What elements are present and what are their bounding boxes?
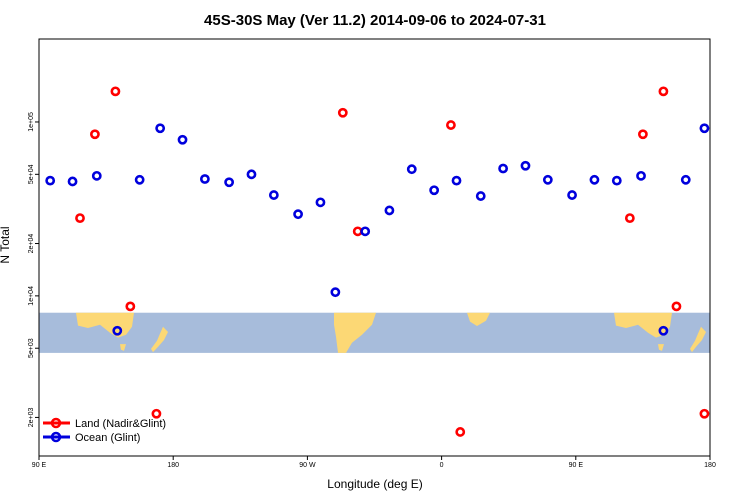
ocean-point — [224, 177, 235, 188]
australia-land-repeat — [614, 312, 672, 338]
land-point — [125, 301, 136, 312]
land-point — [638, 129, 648, 140]
ocean-point — [658, 325, 669, 336]
y-tick-label: 5e+04 — [28, 164, 35, 184]
legend: Land (Nadir&Glint) Ocean (Glint) — [43, 417, 166, 444]
ocean-point — [384, 205, 395, 216]
ocean-point — [567, 190, 577, 200]
land-point — [624, 213, 635, 224]
y-axis: 2e+03 5e+03 1e+04 2e+04 5e+04 1e+05 — [28, 112, 39, 427]
ocean-point — [315, 197, 326, 208]
ocean-point — [293, 209, 303, 220]
y-axis-label: N Total — [0, 226, 12, 263]
land-point — [671, 301, 682, 312]
new-zealand-land — [151, 326, 168, 353]
legend-land-label: Land (Nadir&Glint) — [75, 418, 166, 430]
land-point — [658, 86, 669, 97]
land-point — [90, 129, 100, 140]
ocean-point — [155, 123, 166, 134]
y-tick-label: 1e+05 — [28, 112, 35, 132]
x-tick-label: 90 E — [32, 462, 47, 469]
y-tick-label: 5e+03 — [28, 338, 35, 358]
land-point — [446, 120, 456, 130]
ocean-point — [246, 169, 257, 180]
land-point — [75, 213, 85, 224]
land-point — [699, 408, 710, 419]
ocean-point — [112, 325, 123, 336]
ocean-point — [45, 175, 56, 186]
ocean-point — [498, 163, 509, 174]
x-tick-label: 90 W — [299, 462, 316, 469]
new-zealand-land-repeat — [690, 326, 706, 353]
map-band — [39, 312, 710, 353]
x-tick-label: 0 — [440, 462, 444, 469]
ocean-point — [542, 174, 553, 185]
land-point — [110, 86, 121, 97]
x-axis-label: Longitude (deg E) — [327, 477, 422, 491]
map-land — [76, 312, 706, 353]
y-tick-label: 2e+04 — [28, 234, 35, 254]
tasmania-land — [120, 344, 126, 351]
tasmania-land-repeat — [658, 344, 664, 351]
ocean-point — [475, 191, 486, 201]
ocean-point — [611, 175, 622, 186]
ocean-point — [429, 185, 440, 196]
ocean-point — [360, 226, 371, 237]
ocean-point — [268, 190, 279, 200]
ocean-point — [91, 170, 102, 181]
chart-title: 45S-30S May (Ver 11.2) 2014-09-06 to 202… — [204, 12, 546, 29]
south-america-land — [334, 312, 376, 353]
ocean-point — [520, 160, 531, 171]
land-point — [455, 427, 466, 437]
ocean-point — [589, 174, 600, 185]
ocean-point — [451, 175, 462, 186]
ocean-point — [406, 164, 417, 175]
map-ocean — [39, 312, 710, 353]
ocean-point — [636, 170, 646, 181]
y-tick-label: 2e+03 — [28, 407, 35, 427]
ocean-point — [134, 174, 145, 185]
data-points — [45, 86, 710, 437]
legend-ocean-label: Ocean (Glint) — [75, 432, 140, 444]
plot-frame — [38, 38, 711, 457]
ocean-point — [330, 287, 341, 298]
ocean-point — [199, 174, 210, 184]
y-tick-label: 1e+04 — [28, 286, 35, 306]
legend-ocean-marker — [50, 431, 62, 443]
australia-land — [76, 312, 134, 338]
land-point — [352, 226, 363, 237]
ocean-point — [680, 174, 691, 185]
land-point — [337, 107, 348, 118]
legend-land-marker — [50, 417, 62, 429]
south-africa-land — [467, 312, 490, 326]
x-tick-label: 90 E — [569, 462, 584, 469]
ocean-point — [67, 176, 78, 187]
ocean-point — [699, 123, 710, 134]
land-point — [151, 408, 162, 419]
x-tick-label: 180 — [167, 462, 179, 469]
x-axis: 90 E 180 90 W 0 90 E 180 — [32, 456, 716, 469]
ocean-point — [177, 134, 188, 145]
x-tick-label: 180 — [704, 462, 716, 469]
